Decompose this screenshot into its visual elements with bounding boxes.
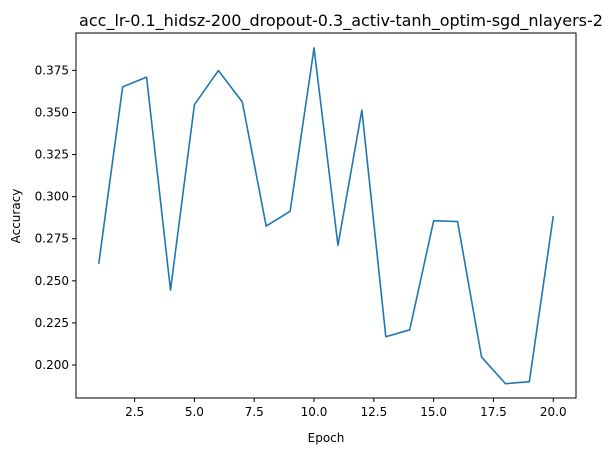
x-axis-ticks: 2.5 5.0 7.5 10.0 12.5 15.0 17.5 20.0 xyxy=(125,398,567,419)
axes-frame xyxy=(75,32,577,399)
y-tick-label: 0.325 xyxy=(35,148,69,162)
y-tick-label: 0.250 xyxy=(35,274,69,288)
plot-area xyxy=(97,47,555,385)
x-tick-label: 15.0 xyxy=(420,405,447,419)
x-tick-label: 5.0 xyxy=(185,405,204,419)
y-tick-label: 0.300 xyxy=(35,190,69,204)
x-tick-label: 12.5 xyxy=(360,405,387,419)
accuracy-series-line xyxy=(97,47,555,385)
chart-title: acc_lr-0.1_hidsz-200_dropout-0.3_activ-t… xyxy=(79,11,603,31)
x-tick-label: 20.0 xyxy=(540,405,567,419)
x-axis-label: Epoch xyxy=(308,431,345,445)
y-tick-label: 0.275 xyxy=(35,232,69,246)
x-tick-label: 2.5 xyxy=(125,405,144,419)
x-tick-label: 17.5 xyxy=(480,405,507,419)
y-tick-label: 0.200 xyxy=(35,358,69,372)
y-tick-label: 0.225 xyxy=(35,316,69,330)
y-tick-label: 0.350 xyxy=(35,105,69,119)
y-axis-ticks: 0.200 0.225 0.250 0.275 0.300 0.325 0.350 0.375 xyxy=(35,63,76,372)
x-tick-label: 7.5 xyxy=(245,405,264,419)
x-tick-label: 10.0 xyxy=(301,405,328,419)
y-tick-label: 0.375 xyxy=(35,63,69,77)
y-axis-label: Accuracy xyxy=(9,189,23,244)
